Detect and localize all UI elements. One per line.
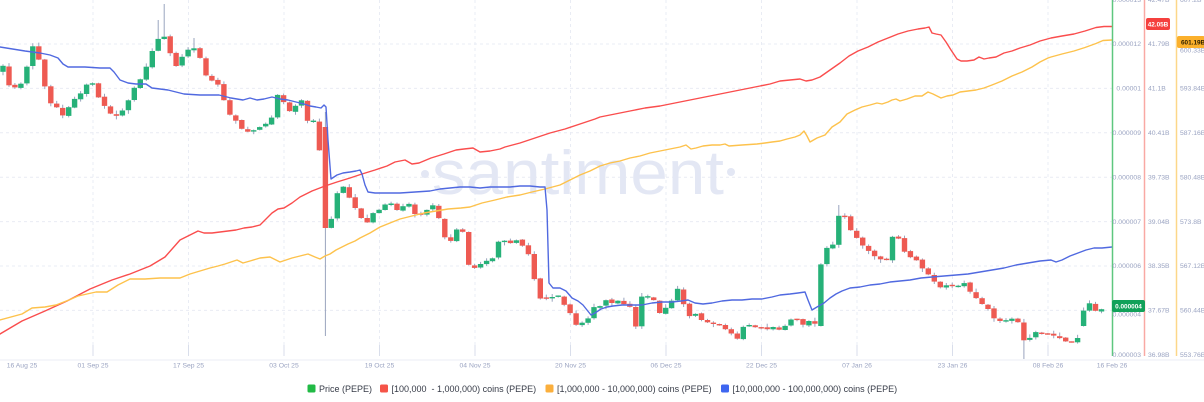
svg-text:38.35B: 38.35B — [1148, 263, 1170, 270]
svg-text:04 Nov 25: 04 Nov 25 — [460, 363, 491, 370]
svg-text:0.000004: 0.000004 — [1113, 312, 1142, 319]
svg-text:567.12B: 567.12B — [1180, 263, 1204, 270]
svg-text:0.000008: 0.000008 — [1113, 174, 1142, 181]
svg-text:37.67B: 37.67B — [1148, 308, 1170, 315]
svg-text:42.05B: 42.05B — [1148, 21, 1169, 28]
svg-text:07 Jan 26: 07 Jan 26 — [842, 363, 872, 370]
svg-text:23 Jan 26: 23 Jan 26 — [938, 363, 968, 370]
svg-text:[100,000 - 1,000,000) coins (: [100,000 - 1,000,000) coins (PEPE) — [392, 384, 537, 394]
svg-text:0.000009: 0.000009 — [1113, 130, 1142, 137]
svg-text:42.47B: 42.47B — [1148, 0, 1170, 4]
svg-text:41.1B: 41.1B — [1148, 86, 1166, 93]
svg-text:22 Dec 25: 22 Dec 25 — [746, 363, 777, 370]
svg-text:587.16B: 587.16B — [1180, 130, 1204, 137]
svg-text:573.8B: 573.8B — [1180, 219, 1202, 226]
svg-text:0.000003: 0.000003 — [1113, 352, 1142, 359]
svg-text:607.2B: 607.2B — [1180, 0, 1202, 4]
svg-text:santiment: santiment — [432, 139, 724, 208]
svg-text:601.19B: 601.19B — [1181, 39, 1204, 46]
svg-text:41.79B: 41.79B — [1148, 41, 1170, 48]
svg-text:580.48B: 580.48B — [1180, 174, 1204, 181]
svg-text:0.00001: 0.00001 — [1116, 86, 1141, 93]
svg-text:553.76B: 553.76B — [1180, 352, 1204, 359]
svg-text:[10,000,000 - 100,000,000) coi: [10,000,000 - 100,000,000) coins (PEPE) — [733, 384, 898, 394]
svg-text:06 Dec 25: 06 Dec 25 — [651, 363, 682, 370]
svg-text:16 Feb 26: 16 Feb 26 — [1097, 363, 1128, 370]
svg-text:39.04B: 39.04B — [1148, 219, 1170, 226]
svg-text:17 Sep 25: 17 Sep 25 — [173, 363, 204, 370]
svg-text:19 Oct 25: 19 Oct 25 — [365, 363, 395, 370]
svg-text:40.41B: 40.41B — [1148, 130, 1170, 137]
svg-text:0.000006: 0.000006 — [1113, 263, 1142, 270]
svg-text:0.000004: 0.000004 — [1115, 303, 1142, 310]
svg-text:600.33B: 600.33B — [1180, 48, 1204, 55]
svg-text:560.44B: 560.44B — [1180, 308, 1204, 315]
svg-text:08 Feb 26: 08 Feb 26 — [1033, 363, 1064, 370]
svg-text:Price (PEPE): Price (PEPE) — [319, 384, 372, 394]
svg-text:39.73B: 39.73B — [1148, 174, 1170, 181]
svg-text:0.000012: 0.000012 — [1113, 41, 1142, 48]
svg-text:03 Oct 25: 03 Oct 25 — [269, 363, 299, 370]
svg-text:20 Nov 25: 20 Nov 25 — [555, 363, 586, 370]
svg-text:01 Sep 25: 01 Sep 25 — [78, 363, 109, 370]
svg-text:593.84B: 593.84B — [1180, 86, 1204, 93]
svg-text:36.98B: 36.98B — [1148, 352, 1170, 359]
svg-text:[1,000,000 - 10,000,000) coins: [1,000,000 - 10,000,000) coins (PEPE) — [557, 384, 712, 394]
svg-text:0.000007: 0.000007 — [1113, 219, 1142, 226]
svg-text:16 Aug 25: 16 Aug 25 — [7, 363, 38, 370]
svg-text:0.000013: 0.000013 — [1113, 0, 1142, 4]
